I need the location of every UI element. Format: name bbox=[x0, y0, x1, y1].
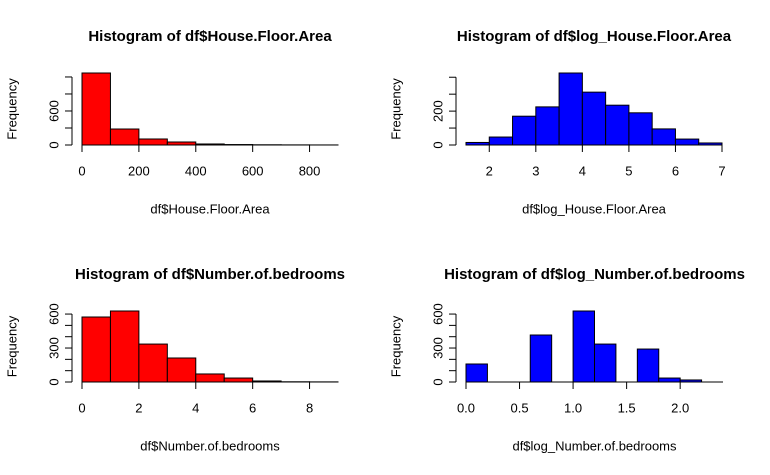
histogram-bar bbox=[109, 310, 140, 383]
histogram-bar bbox=[594, 343, 617, 383]
histogram-bar bbox=[465, 363, 488, 383]
histogram-bar bbox=[512, 115, 537, 146]
x-tick-label: 600 bbox=[242, 163, 264, 178]
x-tick-label: 1.5 bbox=[618, 400, 636, 415]
x-tick-label: 800 bbox=[299, 163, 321, 178]
x-tick-label: 0 bbox=[78, 163, 85, 178]
x-axis-label: df$log_House.Floor.Area bbox=[522, 201, 667, 216]
y-tick-label: 0 bbox=[46, 378, 61, 385]
y-tick-label: 300 bbox=[430, 337, 445, 359]
histogram-bar bbox=[195, 373, 225, 383]
histogram-bar bbox=[628, 112, 653, 146]
histogram-bar bbox=[109, 128, 140, 146]
x-tick-label: 7 bbox=[718, 163, 725, 178]
histogram-bar bbox=[138, 138, 168, 146]
y-axis-label: Frequency bbox=[388, 315, 403, 377]
histogram-bar bbox=[81, 316, 111, 383]
y-tick-label: 200 bbox=[430, 100, 445, 122]
chart-title: Histogram of df$log_House.Floor.Area bbox=[457, 28, 732, 45]
x-axis-label: df$House.Floor.Area bbox=[150, 201, 270, 216]
histogram-bar bbox=[581, 91, 607, 146]
y-tick-label: 300 bbox=[46, 337, 61, 359]
y-tick-label: 600 bbox=[46, 100, 61, 122]
histogram-bar bbox=[166, 357, 197, 383]
x-tick-label: 0.5 bbox=[511, 400, 529, 415]
y-tick-label: 600 bbox=[430, 303, 445, 325]
histogram-bar bbox=[658, 377, 681, 383]
histogram-bar bbox=[558, 72, 583, 146]
x-tick-label: 4 bbox=[192, 400, 199, 415]
x-tick-label: 8 bbox=[306, 400, 313, 415]
histogram-bar bbox=[651, 128, 676, 146]
y-axis-label: Frequency bbox=[388, 78, 403, 140]
histogram-bar bbox=[138, 343, 168, 383]
x-tick-label: 2 bbox=[135, 400, 142, 415]
x-tick-label: 4 bbox=[579, 163, 586, 178]
x-tick-label: 200 bbox=[128, 163, 150, 178]
x-axis-label: df$log_Number.of.bedrooms bbox=[512, 438, 677, 453]
x-tick-label: 1.0 bbox=[564, 400, 582, 415]
histogram-bar bbox=[605, 104, 630, 146]
x-axis-label: df$Number.of.bedrooms bbox=[140, 438, 280, 453]
histogram-bar bbox=[674, 138, 700, 146]
histogram-bar bbox=[572, 310, 595, 383]
y-axis-label: Frequency bbox=[4, 315, 19, 377]
histogram-bar bbox=[529, 334, 553, 383]
y-tick-label: 0 bbox=[430, 141, 445, 148]
histogram-bar bbox=[488, 136, 514, 146]
y-tick-label: 0 bbox=[430, 378, 445, 385]
x-tick-label: 0 bbox=[78, 400, 85, 415]
histogram-bar bbox=[81, 72, 111, 146]
x-tick-label: 6 bbox=[672, 163, 679, 178]
histogram-bar bbox=[636, 348, 660, 383]
y-axis-label: Frequency bbox=[4, 78, 19, 140]
x-tick-label: 3 bbox=[532, 163, 539, 178]
x-tick-label: 2 bbox=[486, 163, 493, 178]
x-tick-label: 2.0 bbox=[671, 400, 689, 415]
y-tick-label: 600 bbox=[46, 303, 61, 325]
chart-title: Histogram of df$log_Number.of.bedrooms bbox=[444, 266, 745, 283]
chart-title: Histogram of df$House.Floor.Area bbox=[88, 28, 332, 45]
histogram-bar bbox=[535, 106, 560, 146]
histogram-bar bbox=[223, 377, 254, 383]
x-tick-label: 6 bbox=[249, 400, 256, 415]
x-tick-label: 0.0 bbox=[457, 400, 475, 415]
x-tick-label: 5 bbox=[625, 163, 632, 178]
x-tick-label: 400 bbox=[185, 163, 207, 178]
chart-title: Histogram of df$Number.of.bedrooms bbox=[75, 266, 345, 283]
y-tick-label: 0 bbox=[46, 141, 61, 148]
